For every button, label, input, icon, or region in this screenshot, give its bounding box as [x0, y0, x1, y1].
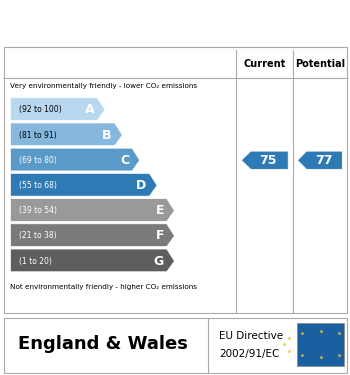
Text: D: D	[136, 179, 147, 192]
Text: (81 to 91): (81 to 91)	[19, 130, 57, 140]
Text: A: A	[85, 103, 95, 116]
Text: EU Directive: EU Directive	[219, 332, 283, 342]
Text: G: G	[154, 255, 164, 267]
Text: (92 to 100): (92 to 100)	[19, 105, 62, 114]
Text: (69 to 80): (69 to 80)	[19, 156, 57, 165]
Text: B: B	[102, 129, 112, 141]
Text: Very environmentally friendly - lower CO₂ emissions: Very environmentally friendly - lower CO…	[10, 83, 198, 89]
Text: 77: 77	[315, 154, 332, 167]
Bar	[297, 323, 344, 366]
Text: (21 to 38): (21 to 38)	[19, 231, 57, 240]
Text: E: E	[155, 204, 164, 217]
Text: (39 to 54): (39 to 54)	[19, 206, 57, 215]
Polygon shape	[10, 98, 105, 120]
Text: Not environmentally friendly - higher CO₂ emissions: Not environmentally friendly - higher CO…	[10, 284, 197, 290]
Polygon shape	[10, 249, 174, 272]
Text: C: C	[120, 154, 129, 167]
Text: 2002/91/EC: 2002/91/EC	[219, 349, 279, 359]
Text: Environmental Impact Rating: Environmental Impact Rating	[27, 13, 323, 31]
Polygon shape	[298, 151, 342, 169]
Text: (1 to 20): (1 to 20)	[19, 256, 52, 265]
Text: England & Wales: England & Wales	[18, 335, 188, 353]
Text: Potential: Potential	[295, 59, 345, 69]
Polygon shape	[10, 123, 122, 146]
Text: 75: 75	[259, 154, 277, 167]
Polygon shape	[10, 148, 140, 171]
Text: F: F	[155, 230, 164, 242]
Polygon shape	[10, 199, 174, 221]
Text: (55 to 68): (55 to 68)	[19, 181, 57, 190]
Text: Current: Current	[244, 59, 286, 69]
Polygon shape	[10, 224, 174, 246]
Polygon shape	[10, 173, 157, 196]
Polygon shape	[241, 151, 288, 169]
